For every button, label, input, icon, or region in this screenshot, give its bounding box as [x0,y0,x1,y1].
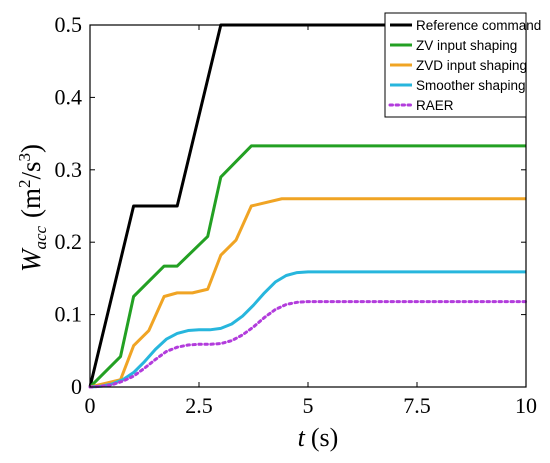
series-line-5 [88,300,528,389]
x-tick-label: 2.5 [185,393,213,418]
y-axis-var: W [16,247,46,272]
legend-label: Smoother shaping [416,78,526,93]
legend-label: Reference command [416,18,541,33]
ticks-layer: 0 2.5 5 7.5 10 0 0.1 0.2 0.3 0.4 0.5 [55,12,538,418]
y-tick-label: 0.5 [55,12,83,37]
y-axis-unit-sup: 2 [15,179,34,188]
y-tick-label: 0.4 [55,84,83,109]
y-tick-label: 0.3 [55,157,83,182]
series-line-3 [89,197,526,389]
legend-label: RAER [416,98,454,113]
y-tick-label: 0.2 [55,229,83,254]
x-tick-label: 0 [85,393,96,418]
x-tick-label: 5 [303,393,314,418]
series-line-4 [89,270,526,389]
legend: Reference command ZV input shaping ZVD inp… [384,12,541,118]
series-line-2 [88,144,526,389]
x-tick-label: 7.5 [403,393,431,418]
y-tick-label: 0.1 [55,302,83,327]
y-axis-unit-open: (m [16,188,46,218]
y-axis-unit-close: ) [16,144,46,153]
y-tick-label: 0 [71,374,82,399]
x-tick-label: 10 [515,393,537,418]
legend-label: ZVD input shaping [416,58,527,73]
legend-label: ZV input shaping [416,38,517,53]
y-axis-subscript: acc [31,226,50,250]
y-axis-unit-mid: /s [16,161,46,179]
x-axis-var: t [298,423,306,452]
x-axis-label: t (s) [298,423,339,452]
x-axis-unit: (s) [311,423,338,452]
y-axis-label: Wacc (m2/s3) [15,144,50,272]
y-axis-unit-sup2: 3 [15,153,34,162]
